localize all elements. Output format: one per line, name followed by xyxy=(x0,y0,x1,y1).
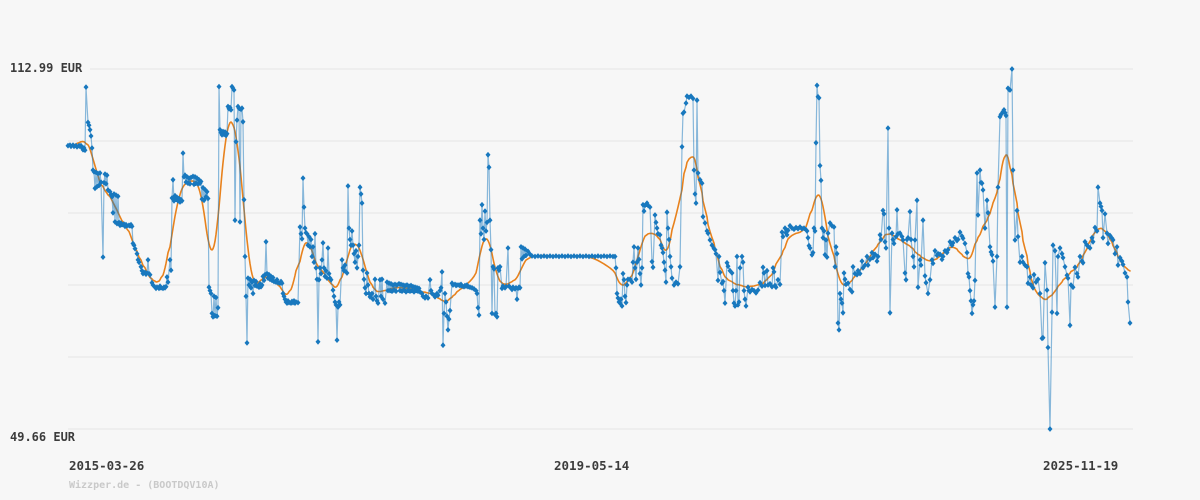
price-line xyxy=(67,68,1131,430)
y-axis-min-label: 49.66 EUR xyxy=(10,430,76,444)
x-tick-middle-date: 2019-05-14 xyxy=(554,458,630,473)
x-tick-start-date: 2015-03-26 xyxy=(69,458,145,473)
moving-average-line xyxy=(67,121,1131,303)
x-tick-end-date: 2025-11-19 xyxy=(1043,458,1119,473)
y-axis-max-label: 112.99 EUR xyxy=(10,61,83,75)
price-markers xyxy=(65,66,1133,432)
watermark-text: Wizzper.de - (BOOTDQV10A) xyxy=(69,480,220,491)
